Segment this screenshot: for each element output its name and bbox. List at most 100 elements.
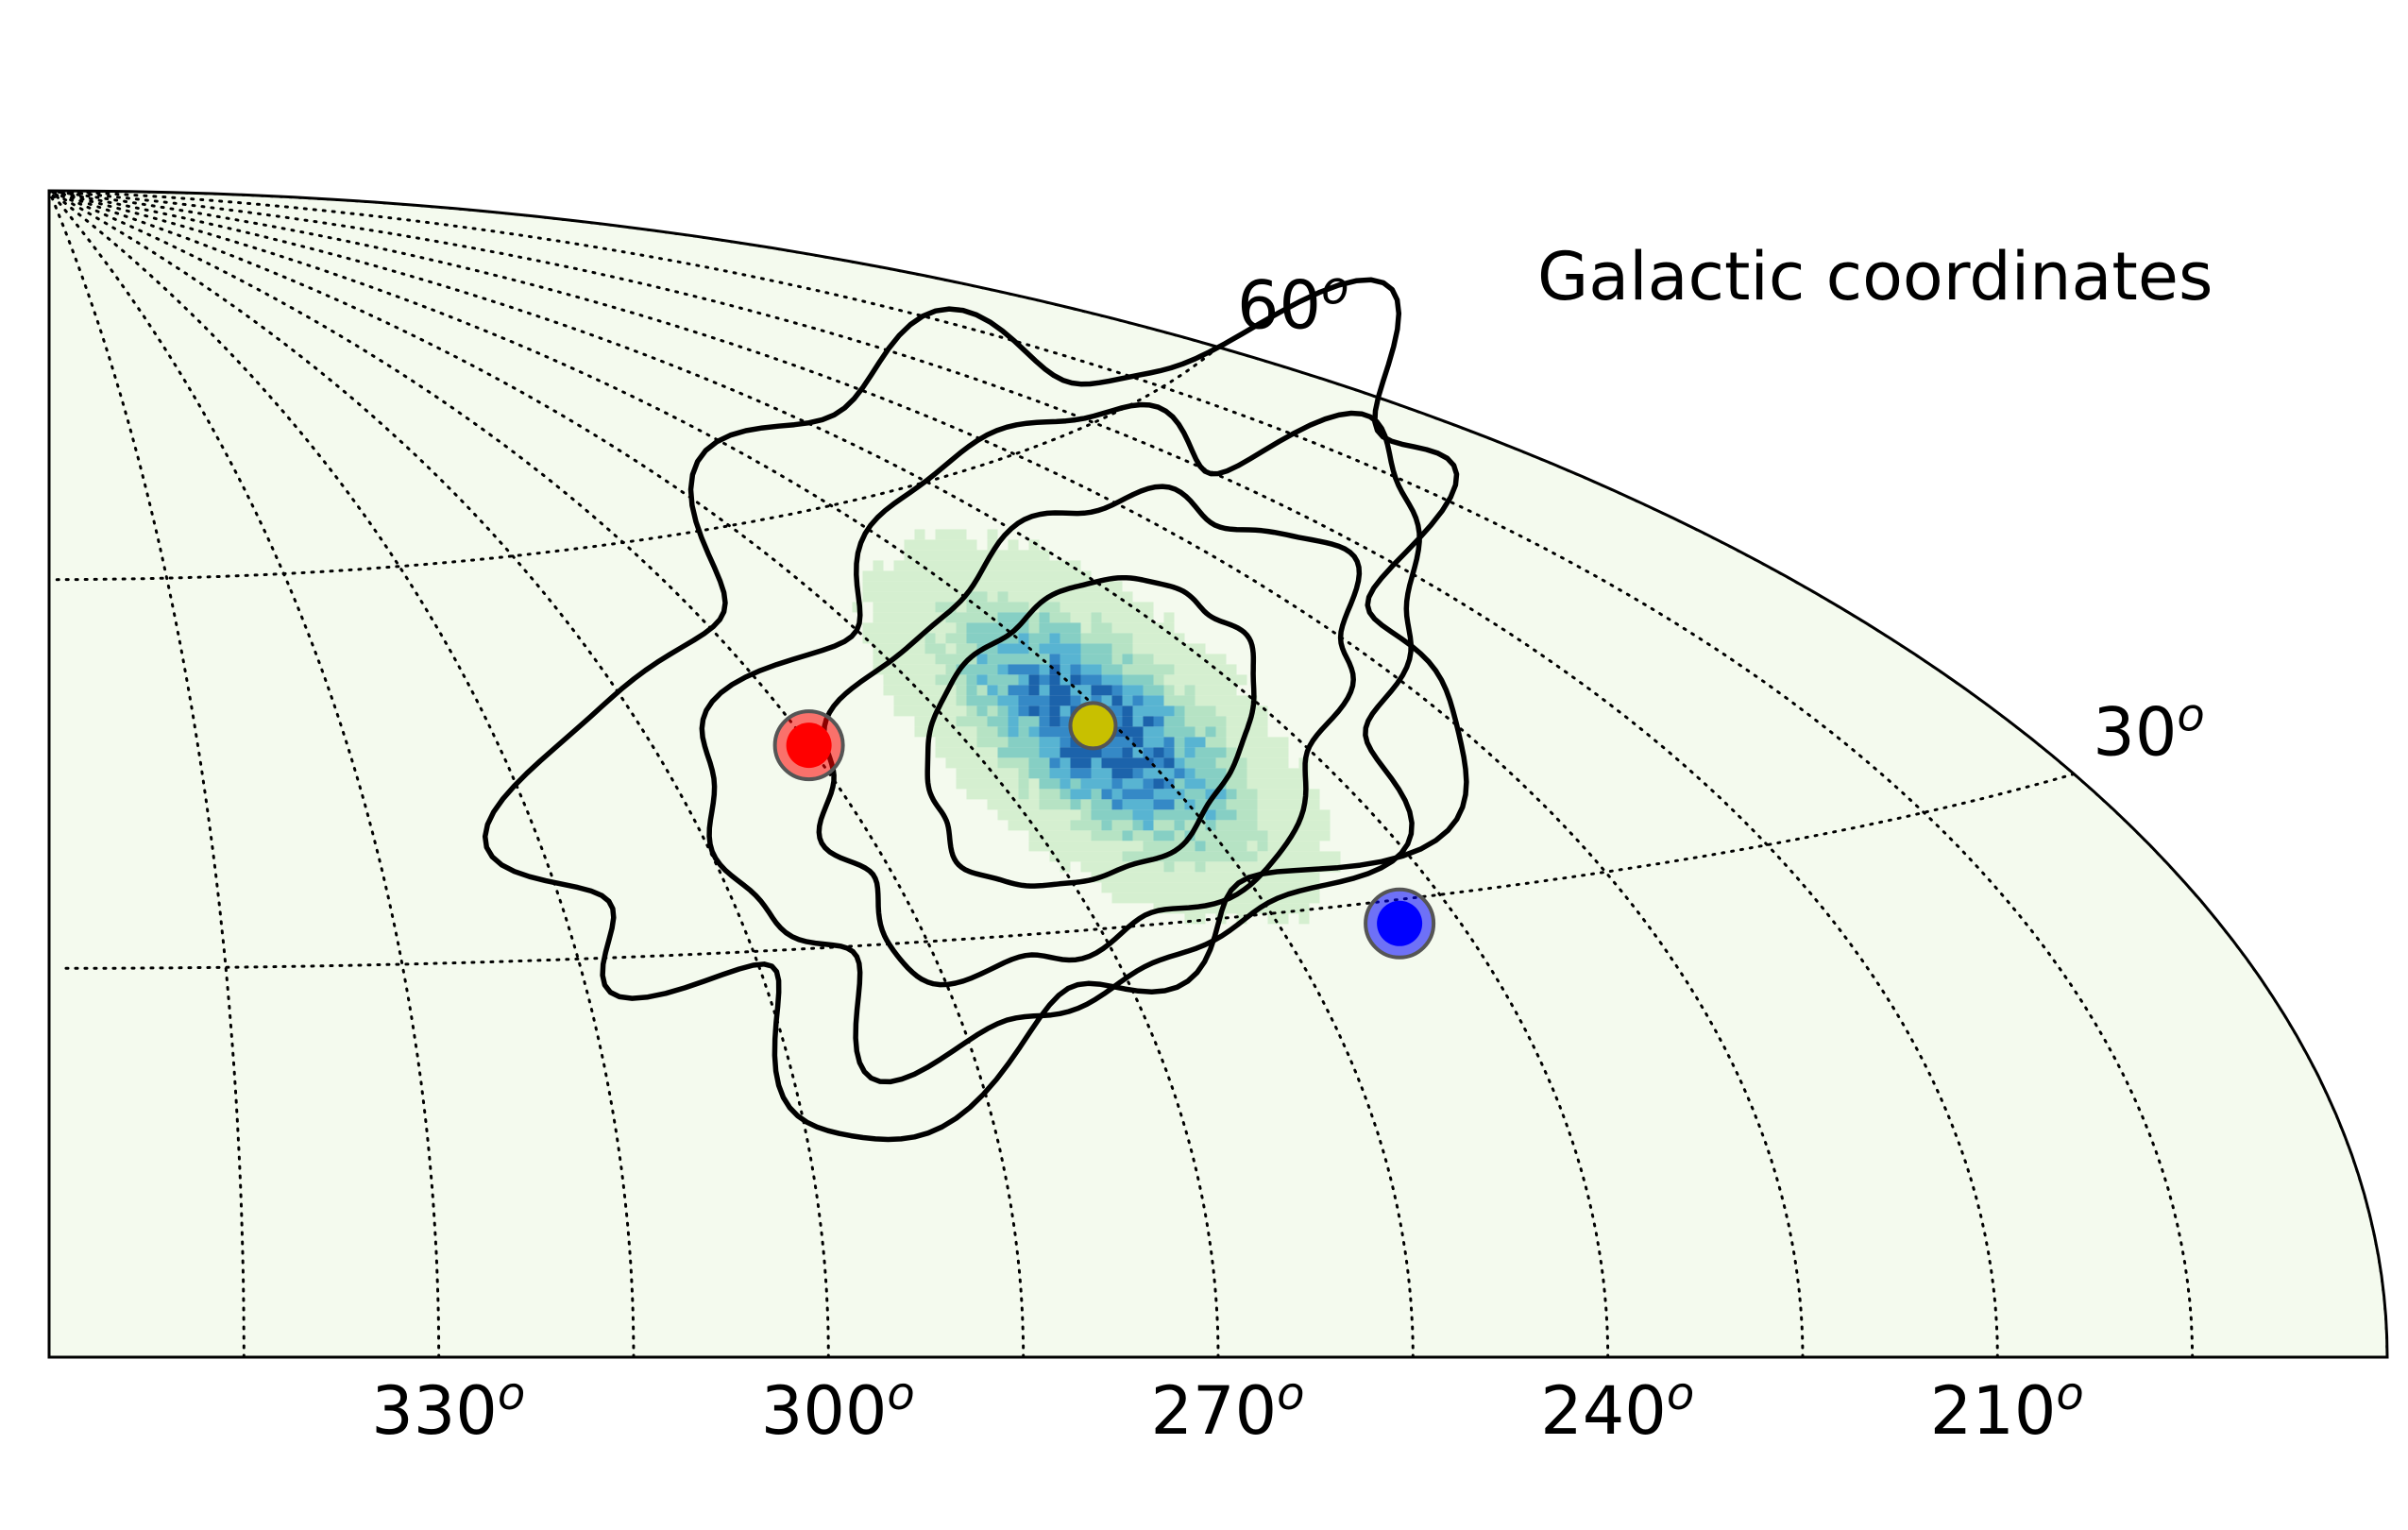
density-cell <box>945 726 957 738</box>
density-cell <box>1028 560 1040 571</box>
density-cell <box>904 570 915 582</box>
density-cell <box>1205 820 1216 831</box>
density-cell <box>1122 612 1133 623</box>
density-cell <box>1111 685 1123 696</box>
density-cell <box>956 570 967 582</box>
density-cell <box>966 664 977 675</box>
density-cell <box>1267 820 1279 831</box>
density-cell <box>1309 830 1320 842</box>
density-cell <box>1153 820 1164 831</box>
density-cell <box>1153 768 1164 779</box>
density-cell <box>883 643 894 654</box>
density-cell <box>1215 674 1227 686</box>
density-cell <box>1267 903 1279 914</box>
density-cell <box>924 695 936 706</box>
density-cell <box>1008 674 1019 686</box>
density-cell <box>987 706 998 717</box>
density-cell <box>1080 747 1092 758</box>
density-cell <box>1278 747 1289 758</box>
density-cell <box>1060 799 1071 810</box>
density-cell <box>1226 737 1237 748</box>
source-marker <box>786 722 832 769</box>
density-cell <box>966 622 977 634</box>
density-cell <box>1060 570 1071 582</box>
density-cell <box>914 591 925 603</box>
density-cell <box>976 747 988 758</box>
density-cell <box>1309 892 1320 904</box>
density-cell <box>883 612 894 623</box>
density-cell <box>893 560 905 571</box>
density-cell <box>1039 799 1050 810</box>
density-cell <box>883 581 894 592</box>
density-cell <box>893 695 905 706</box>
density-cell <box>1278 851 1289 862</box>
density-cell <box>1132 716 1144 727</box>
density-cell <box>1257 851 1268 862</box>
density-cell <box>1070 799 1081 810</box>
density-cell <box>1278 872 1289 883</box>
density-cell <box>1163 841 1175 852</box>
density-cell <box>1215 768 1227 779</box>
density-cell <box>1060 841 1071 852</box>
density-cell <box>1163 622 1175 634</box>
density-cell <box>1101 799 1112 810</box>
density-cell <box>1018 820 1029 831</box>
density-cell <box>1049 716 1060 727</box>
density-cell <box>1049 789 1060 800</box>
density-cell <box>1018 789 1029 800</box>
density-cell <box>956 633 967 644</box>
density-cell <box>966 737 977 748</box>
density-cell <box>966 591 977 603</box>
density-cell <box>1049 570 1060 582</box>
density-cell <box>1122 737 1133 748</box>
density-cell <box>1143 757 1154 769</box>
density-cell <box>1080 602 1092 613</box>
density-cell <box>1195 861 1206 873</box>
density-cell <box>1028 664 1040 675</box>
density-cell <box>1080 695 1092 706</box>
density-cell <box>987 695 998 706</box>
density-cell <box>1039 695 1050 706</box>
density-cell <box>1195 757 1206 769</box>
density-cell <box>1091 695 1102 706</box>
density-cell <box>1246 726 1258 738</box>
density-cell <box>1049 602 1060 613</box>
density-cell <box>956 726 967 738</box>
density-cell <box>1288 892 1299 904</box>
density-cell <box>1163 695 1175 706</box>
density-cell <box>1195 664 1206 675</box>
coordinate-grid <box>49 191 2387 1357</box>
density-cell <box>1122 799 1133 810</box>
density-cell <box>987 726 998 738</box>
density-cell <box>1060 789 1071 800</box>
density-cell <box>1049 757 1060 769</box>
density-cell <box>987 674 998 686</box>
density-cell <box>1070 778 1081 790</box>
density-cell <box>1215 851 1227 862</box>
density-cell <box>987 768 998 779</box>
density-cell <box>1319 809 1331 821</box>
density-cell <box>1257 757 1268 769</box>
density-cell <box>1153 706 1164 717</box>
density-cell <box>1091 612 1102 623</box>
density-cell <box>1008 737 1019 748</box>
density-cell <box>914 570 925 582</box>
density-cell <box>1309 789 1320 800</box>
density-cell <box>914 726 925 738</box>
density-cell <box>1205 892 1216 904</box>
density-cell <box>1039 633 1050 644</box>
density-cell <box>1039 560 1050 571</box>
density-cell <box>945 529 957 540</box>
density-cell <box>1174 716 1185 727</box>
density-cell <box>1080 654 1092 665</box>
density-cell <box>1101 664 1112 675</box>
density-cell <box>1205 695 1216 706</box>
density-cell <box>1122 789 1133 800</box>
density-cell <box>914 602 925 613</box>
density-cell <box>1132 643 1144 654</box>
density-cell <box>1039 820 1050 831</box>
density-cell <box>935 654 946 665</box>
density-cell <box>1060 695 1071 706</box>
density-cell <box>1257 872 1268 883</box>
density-cell <box>1049 695 1060 706</box>
